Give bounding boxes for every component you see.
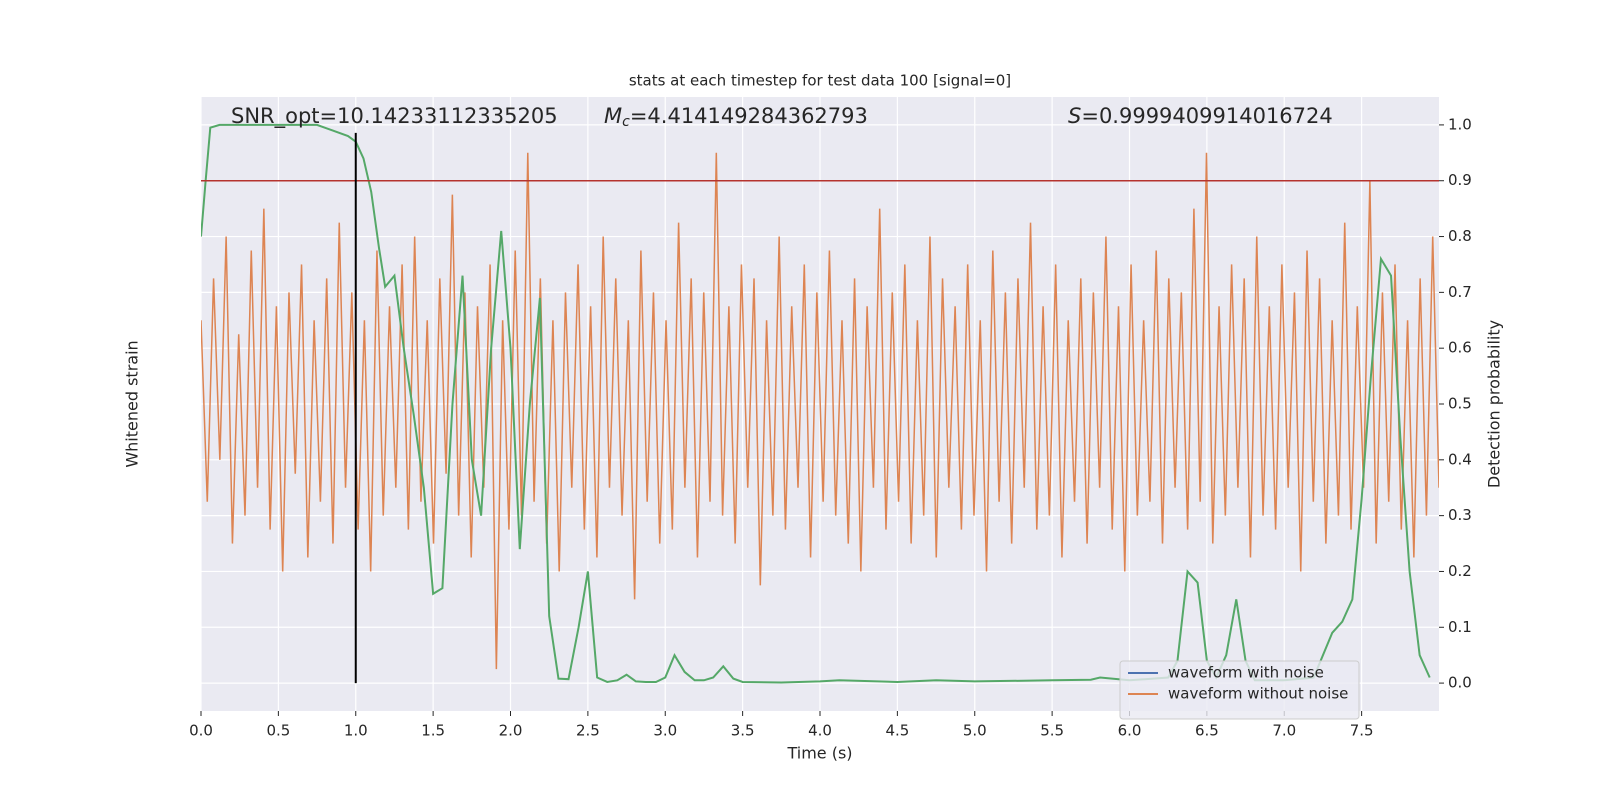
x-tick-label: 0.5 (266, 722, 290, 740)
y-tick-label: 0.1 (1448, 618, 1472, 636)
annotation-text: SNR_opt=10.14233112335205 (231, 104, 558, 129)
y-tick-label: 0.4 (1448, 450, 1472, 468)
legend-label: waveform without noise (1168, 685, 1348, 703)
x-tick-label: 6.5 (1195, 722, 1219, 740)
y2-axis-label: Whitened strain (123, 340, 142, 467)
x-tick-label: 2.5 (576, 722, 600, 740)
annotation-subscript: c (622, 114, 630, 130)
y-tick-label: 0.5 (1448, 395, 1472, 413)
y-tick-label: 0.8 (1448, 227, 1472, 245)
annotation-symbol: M (604, 104, 622, 128)
x-tick-label: 3.5 (731, 722, 755, 740)
legend-label: waveform with noise (1168, 664, 1324, 682)
annotation: SNR_opt=10.14233112335205 (231, 104, 558, 129)
x-tick-label: 0.0 (189, 722, 213, 740)
y-tick-label: 0.3 (1448, 506, 1472, 524)
x-tick-label: 5.0 (963, 722, 987, 740)
y-tick-label: 0.2 (1448, 562, 1472, 580)
y-tick-label: 1.0 (1448, 115, 1472, 133)
annotation: Mc=4.414149284362793 (604, 104, 868, 130)
x-tick-label: 4.0 (808, 722, 832, 740)
x-tick-label: 7.0 (1272, 722, 1296, 740)
x-tick-label: 1.0 (344, 722, 368, 740)
x-tick-label: 3.0 (653, 722, 677, 740)
chart-title: stats at each timestep for test data 100… (629, 72, 1011, 90)
legend-box (1119, 660, 1360, 720)
annotation-symbol: S (1068, 104, 1081, 128)
x-tick-label: 6.0 (1118, 722, 1142, 740)
x-tick-label: 5.5 (1040, 722, 1064, 740)
annotation-text: =0.9999409914016724 (1081, 104, 1332, 128)
y-axis-label: Detection probability (1485, 320, 1504, 488)
y-tick-label: 0.9 (1448, 171, 1472, 189)
y-tick-label: 0.7 (1448, 283, 1472, 301)
x-tick-label: 2.0 (499, 722, 523, 740)
x-tick-label: 1.5 (421, 722, 445, 740)
y-tick-label: 0.0 (1448, 674, 1472, 692)
x-tick-label: 4.5 (885, 722, 909, 740)
annotation: S=0.9999409914016724 (1068, 104, 1333, 128)
y-tick-label: 0.6 (1448, 339, 1472, 357)
waveform (201, 152, 1439, 670)
x-axis-label: Time (s) (786, 744, 852, 763)
annotation-text: =4.414149284362793 (630, 104, 868, 128)
x-tick-label: 7.5 (1350, 722, 1374, 740)
